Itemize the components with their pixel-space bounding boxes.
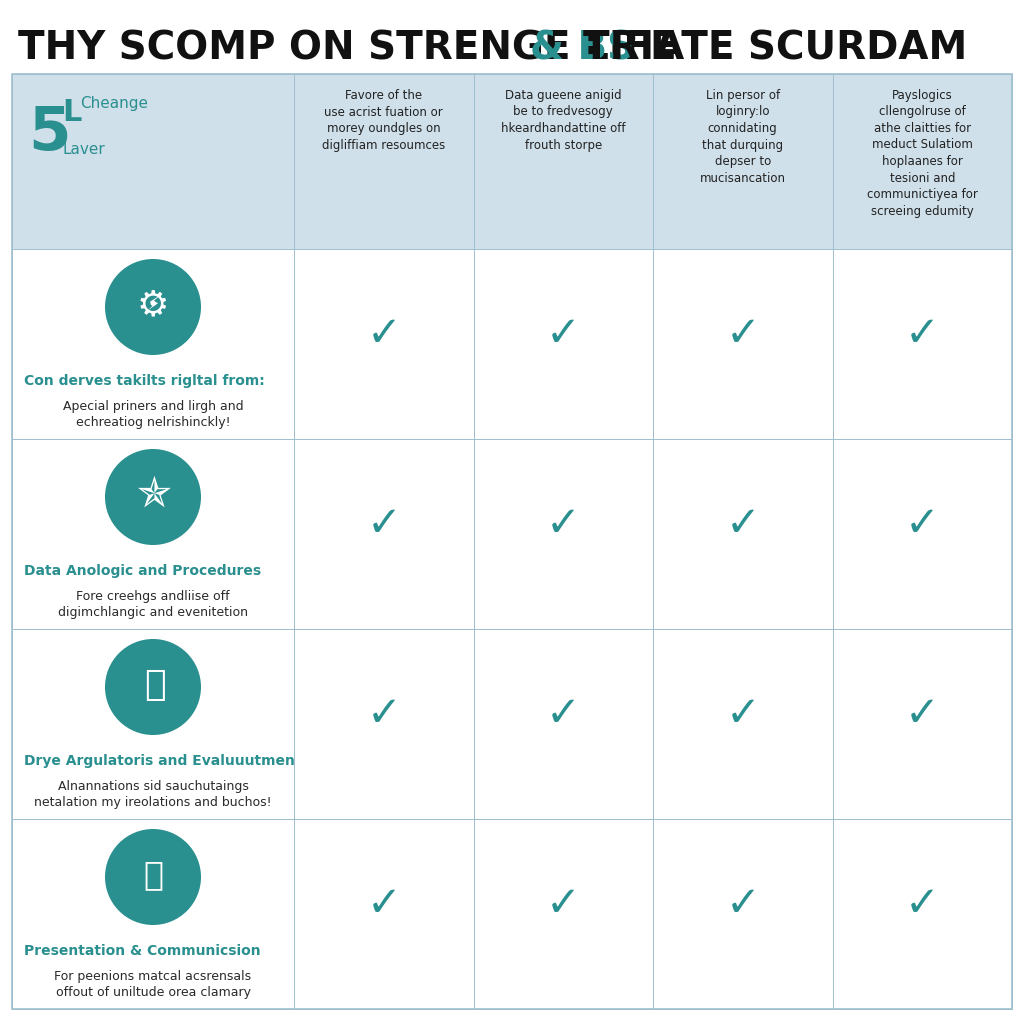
FancyBboxPatch shape (833, 819, 1012, 1009)
Text: Con derves takilts rigltal from:: Con derves takilts rigltal from: (24, 374, 265, 388)
Text: ✓: ✓ (905, 313, 940, 355)
FancyBboxPatch shape (653, 249, 833, 439)
Text: Fore creehgs andliise off
digimchlangic and evenitetion: Fore creehgs andliise off digimchlangic … (58, 590, 248, 618)
Text: 🔍: 🔍 (144, 668, 166, 702)
FancyBboxPatch shape (12, 629, 294, 819)
Text: ✓: ✓ (546, 884, 581, 926)
FancyBboxPatch shape (294, 629, 473, 819)
Text: Cheange: Cheange (80, 96, 148, 111)
Text: ✓: ✓ (367, 693, 401, 735)
Text: ✓: ✓ (367, 884, 401, 926)
Text: ✓: ✓ (725, 313, 760, 355)
Text: ✓: ✓ (367, 504, 401, 546)
Text: ✓: ✓ (546, 313, 581, 355)
Text: Data Anologic and Procedures: Data Anologic and Procedures (24, 564, 261, 578)
FancyBboxPatch shape (833, 439, 1012, 629)
FancyBboxPatch shape (12, 439, 294, 629)
Circle shape (105, 829, 201, 925)
FancyBboxPatch shape (12, 74, 294, 249)
Text: Data gueene anigid
be to fredvesogy
hkeardhandattine off
frouth storpe: Data gueene anigid be to fredvesogy hkea… (501, 89, 626, 152)
FancyBboxPatch shape (294, 819, 473, 1009)
FancyBboxPatch shape (473, 439, 653, 629)
Circle shape (105, 259, 201, 355)
FancyBboxPatch shape (653, 74, 833, 249)
Text: ✓: ✓ (367, 313, 401, 355)
Text: Lin persor of
loginry:lo
connidating
that durquing
depser to
mucisancation: Lin persor of loginry:lo connidating tha… (699, 89, 785, 184)
Text: TRIATE SCURDAM: TRIATE SCURDAM (583, 29, 968, 67)
FancyBboxPatch shape (294, 74, 473, 249)
Text: Apecial priners and lirgh and
echreatiog nelrishinckly!: Apecial priners and lirgh and echreatiog… (62, 400, 244, 429)
Text: ✓: ✓ (725, 693, 760, 735)
FancyBboxPatch shape (833, 249, 1012, 439)
Text: ✓: ✓ (905, 693, 940, 735)
Text: 5: 5 (28, 104, 71, 163)
Text: ⚙: ⚙ (137, 288, 169, 322)
FancyBboxPatch shape (653, 629, 833, 819)
FancyBboxPatch shape (473, 74, 653, 249)
Text: 📋: 📋 (143, 858, 163, 892)
Text: ✓: ✓ (905, 884, 940, 926)
Text: ✯: ✯ (135, 474, 170, 516)
Circle shape (105, 639, 201, 735)
Text: Favore of the
use acrist fuation or
morey oundgles on
digliffiam resoumces: Favore of the use acrist fuation or more… (323, 89, 445, 152)
Text: THY SCOMP ON STRENGE LIFE: THY SCOMP ON STRENGE LIFE (18, 29, 690, 67)
Text: Presentation & Communicsion: Presentation & Communicsion (24, 944, 261, 958)
FancyBboxPatch shape (473, 819, 653, 1009)
Text: ✓: ✓ (725, 884, 760, 926)
FancyBboxPatch shape (294, 249, 473, 439)
Text: Payslogics
cllengolruse of
athe claitties for
meduct Sulatiom
hoplaanes for
tesi: Payslogics cllengolruse of athe claittie… (866, 89, 978, 217)
Text: Alnannations sid sauchutaings
netalation my ireolations and buchos!: Alnannations sid sauchutaings netalation… (34, 780, 271, 809)
FancyBboxPatch shape (833, 74, 1012, 249)
Text: ✓: ✓ (725, 504, 760, 546)
Text: Laver: Laver (62, 142, 104, 157)
FancyBboxPatch shape (12, 249, 294, 439)
FancyBboxPatch shape (833, 629, 1012, 819)
Text: ✓: ✓ (546, 504, 581, 546)
Text: ⚡: ⚡ (146, 296, 160, 314)
Text: For peenions matcal acsrensals
offout of uniltude orea clamary: For peenions matcal acsrensals offout of… (54, 970, 252, 999)
FancyBboxPatch shape (294, 439, 473, 629)
Text: ✓: ✓ (546, 693, 581, 735)
Text: Drye Argulatoris and Evaluuutmen: Drye Argulatoris and Evaluuutmen (24, 754, 295, 768)
FancyBboxPatch shape (12, 819, 294, 1009)
FancyBboxPatch shape (653, 439, 833, 629)
FancyBboxPatch shape (473, 629, 653, 819)
Text: & BS: & BS (530, 29, 635, 67)
Text: L: L (62, 98, 81, 127)
Circle shape (105, 449, 201, 545)
Text: ✓: ✓ (905, 504, 940, 546)
FancyBboxPatch shape (653, 819, 833, 1009)
FancyBboxPatch shape (473, 249, 653, 439)
